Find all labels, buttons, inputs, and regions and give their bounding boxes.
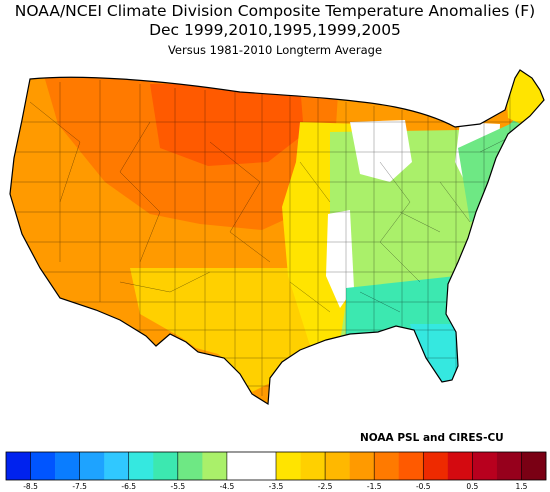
colorbar-swatch (398, 452, 424, 480)
map-region-upper-midwest (350, 120, 412, 182)
colorbar-tick-label: -2.5 (318, 482, 333, 491)
colorbar-swatch (276, 452, 301, 480)
credit-label: NOAA PSL and CIRES-CU (360, 432, 504, 444)
colorbar-tick-label: -5.5 (170, 482, 185, 491)
map-subtitle-baseline: Versus 1981-2010 Longterm Average (167, 43, 383, 57)
colorbar-tick-label: -3.5 (269, 482, 284, 491)
map-subtitle-years: Dec 1999,2010,1995,1999,2005 (149, 21, 401, 39)
map-region-florida (410, 324, 462, 386)
colorbar-swatch (447, 452, 473, 480)
colorbar-swatch (423, 452, 449, 480)
colorbar-swatch (202, 452, 228, 480)
colorbar-tick-label: 1.5 (515, 482, 527, 491)
colorbar-swatch (30, 452, 56, 480)
colorbar-swatch (521, 452, 547, 480)
colorbar-swatch (349, 452, 375, 480)
colorbar-tick-label: -4.5 (220, 482, 235, 491)
colorbar-swatch (153, 452, 179, 480)
colorbar-tick-label: -0.5 (416, 482, 431, 491)
colorbar-tick-label: -8.5 (23, 482, 38, 491)
colorbar-swatch (300, 452, 326, 480)
colorbar-swatch (6, 452, 31, 480)
us-outline (9, 69, 545, 406)
map-region-upper-midwest-strip (326, 210, 354, 308)
colorbar-swatch (128, 452, 154, 480)
colorbar-swatch (177, 452, 203, 480)
map-region-maine (505, 70, 544, 126)
colorbar-swatch (79, 452, 105, 480)
colorbar-swatch (472, 452, 498, 480)
map-title: NOAA/NCEI Climate Division Composite Tem… (14, 2, 536, 20)
colorbar-tick-label: 0.5 (466, 482, 478, 491)
colorbar-swatch (374, 452, 400, 480)
colorbar-swatch (496, 452, 522, 480)
colorbar: -8.5 -7.5 -6.5 -5.5 -4.5 -3.5 -2.5 -1.5 -0.5 0.5 1… (5, 451, 547, 491)
us-climate-division-map (9, 69, 545, 406)
colorbar-swatch (55, 452, 80, 480)
colorbar-swatch (226, 452, 252, 480)
colorbar-tick-label: -6.5 (121, 482, 136, 491)
colorbar-swatch (325, 452, 350, 480)
colorbar-swatch (104, 452, 130, 480)
colorbar-tick-label: -7.5 (72, 482, 87, 491)
map-region-far-north-central (150, 84, 304, 166)
division-borders (10, 80, 540, 396)
colorbar-tick-label: -1.5 (367, 482, 382, 491)
colorbar-swatch (251, 452, 277, 480)
